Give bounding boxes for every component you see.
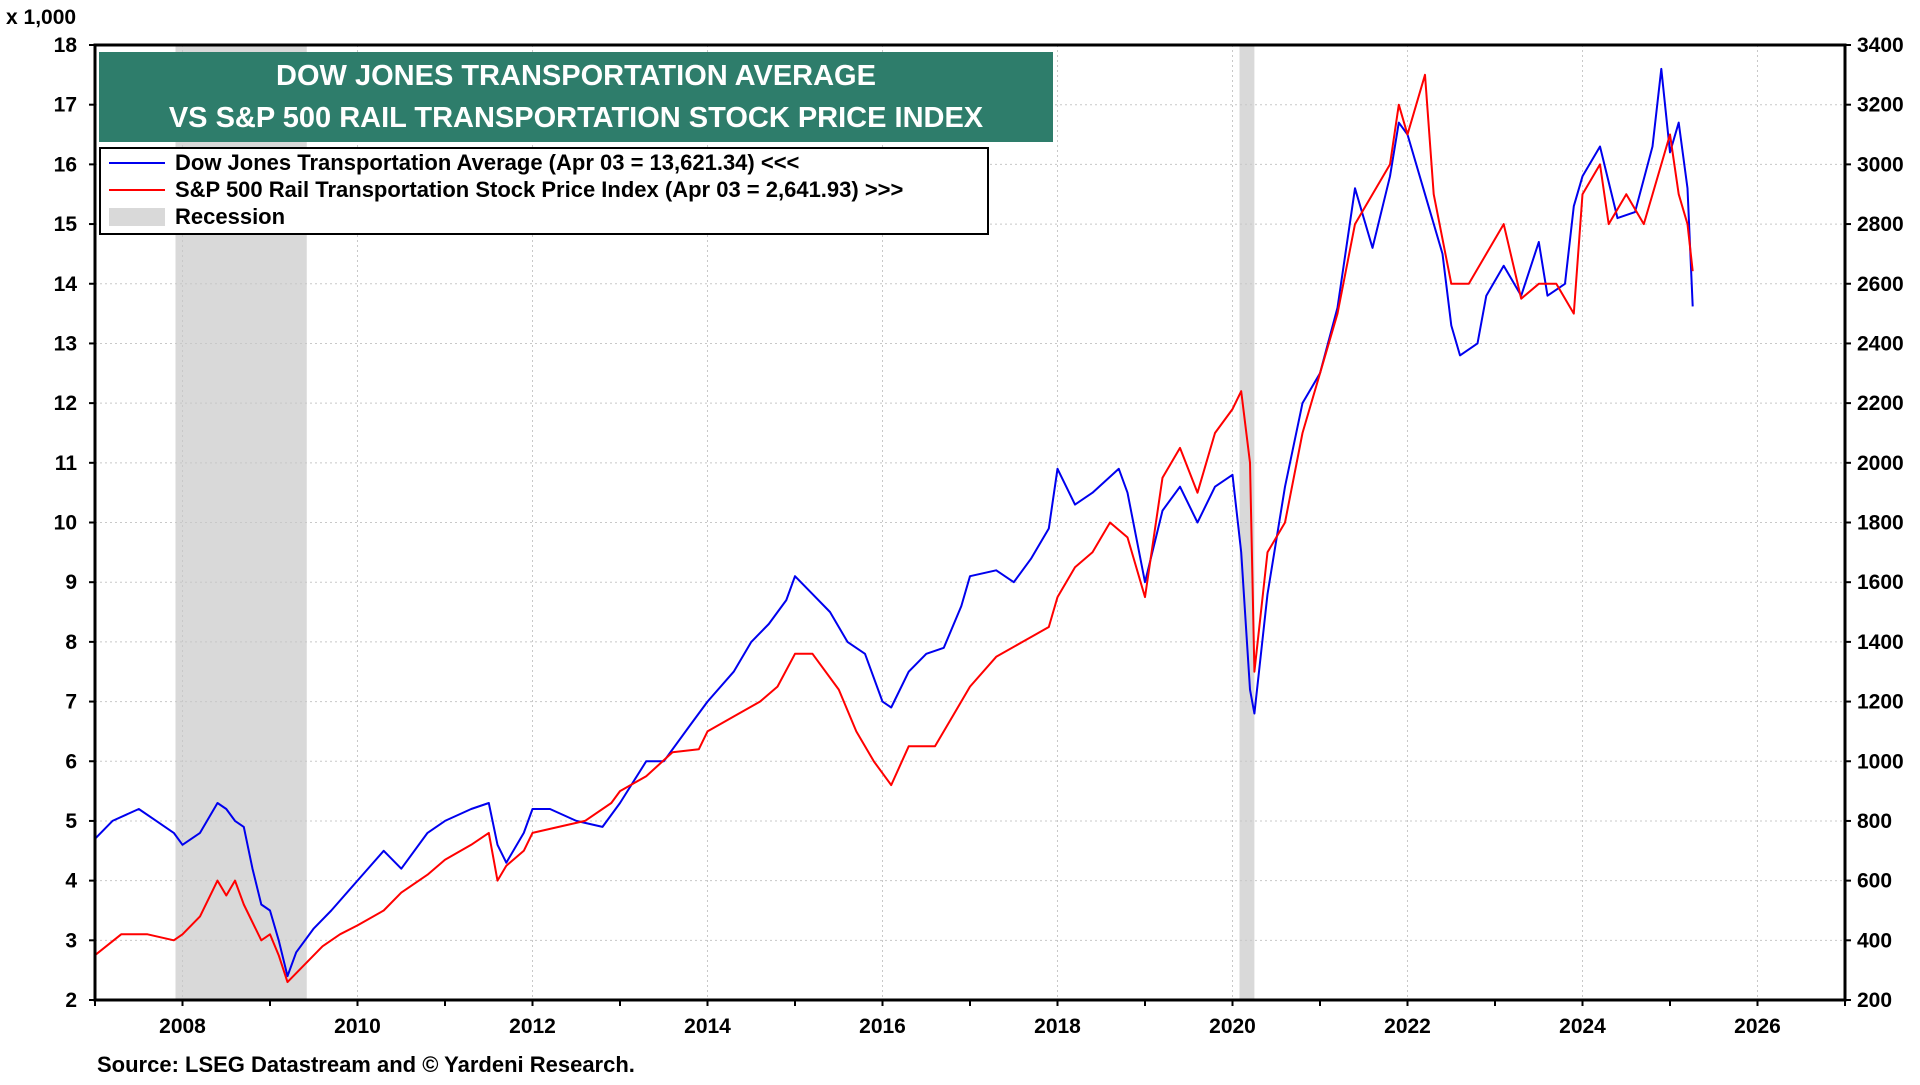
right-tick-label: 400 [1857, 929, 1892, 952]
right-tick-label: 2800 [1857, 213, 1904, 236]
legend: Dow Jones Transportation Average (Apr 03… [99, 147, 989, 235]
chart-title-line-1: DOW JONES TRANSPORTATION AVERAGE [276, 60, 876, 92]
left-tick-label: 18 [54, 34, 78, 57]
left-tick-label: 4 [65, 870, 77, 893]
x-tick-label: 2014 [684, 1015, 731, 1038]
x-tick-label: 2022 [1384, 1015, 1431, 1038]
legend-swatch-dow [109, 161, 165, 164]
left-axis-labels: 2 3 4 5 6 7 8 9 10 11 12 13 14 15 16 17 18 [54, 34, 78, 1012]
right-tick-label: 2200 [1857, 392, 1904, 415]
legend-swatch-recession [109, 207, 165, 226]
x-tick-label: 2010 [334, 1015, 381, 1038]
right-tick-label: 2400 [1857, 332, 1904, 355]
right-axis-labels: 200 400 600 800 1000 1200 1400 1600 1800 2000 2200… [1857, 34, 1904, 1012]
series-lines [94, 67, 1694, 984]
left-tick-label: 13 [54, 332, 77, 355]
left-tick-label: 6 [65, 750, 77, 773]
left-tick-label: 10 [54, 512, 77, 535]
x-tick-label: 2026 [1734, 1015, 1781, 1038]
x-tick-label: 2008 [159, 1015, 206, 1038]
left-axis-unit: x 1,000 [6, 6, 77, 29]
right-tick-label: 2000 [1857, 452, 1904, 475]
x-tick-label: 2018 [1034, 1015, 1081, 1038]
axis-ticks [89, 44, 1851, 1006]
right-tick-label: 1000 [1857, 750, 1904, 773]
legend-label-rail: S&P 500 Rail Transportation Stock Price … [175, 176, 904, 202]
x-tick-label: 2016 [859, 1015, 906, 1038]
left-tick-label: 2 [65, 989, 77, 1012]
chart-title: DOW JONES TRANSPORTATION AVERAGE VS S&P … [99, 52, 1053, 142]
left-tick-label: 14 [54, 273, 78, 296]
right-tick-label: 1600 [1857, 571, 1904, 594]
right-tick-label: 2600 [1857, 273, 1904, 296]
right-tick-label: 1400 [1857, 631, 1904, 654]
dow-transport-line [94, 67, 1694, 978]
left-tick-label: 12 [54, 392, 77, 415]
right-tick-label: 3000 [1857, 153, 1904, 176]
legend-item-recession: Recession [101, 203, 285, 230]
x-tick-label: 2012 [509, 1015, 556, 1038]
legend-label-recession: Recession [175, 203, 286, 229]
x-tick-label: 2020 [1209, 1015, 1256, 1038]
chart-title-line-2: VS S&P 500 RAIL TRANSPORTATION STOCK PRI… [168, 102, 984, 134]
right-tick-label: 200 [1857, 989, 1892, 1012]
x-tick-label: 2024 [1559, 1015, 1606, 1038]
left-tick-label: 5 [65, 810, 77, 833]
left-tick-label: 8 [65, 631, 77, 654]
right-tick-label: 1800 [1857, 512, 1904, 535]
legend-swatch-rail [109, 188, 165, 191]
left-tick-label: 11 [55, 452, 78, 475]
legend-label-dow: Dow Jones Transportation Average (Apr 03… [175, 149, 800, 175]
right-tick-label: 3400 [1857, 34, 1904, 57]
rail-index-line [94, 73, 1694, 984]
right-tick-label: 1200 [1857, 691, 1904, 714]
right-tick-label: 800 [1857, 810, 1892, 833]
x-axis-labels: 2008 2010 2012 2014 2016 2018 2020 2022 2024 2026 [159, 1015, 1781, 1038]
legend-item-rail: S&P 500 Rail Transportation Stock Price … [101, 176, 903, 203]
left-tick-label: 15 [54, 213, 78, 236]
left-tick-label: 17 [54, 94, 77, 117]
left-tick-label: 16 [54, 153, 77, 176]
left-tick-label: 3 [65, 929, 77, 952]
left-tick-label: 7 [65, 691, 77, 714]
right-tick-label: 600 [1857, 870, 1892, 893]
source-note: Source: LSEG Datastream and © Yardeni Re… [97, 1052, 635, 1077]
right-tick-label: 3200 [1857, 94, 1904, 117]
legend-item-dow: Dow Jones Transportation Average (Apr 03… [101, 149, 799, 176]
left-tick-label: 9 [65, 571, 77, 594]
